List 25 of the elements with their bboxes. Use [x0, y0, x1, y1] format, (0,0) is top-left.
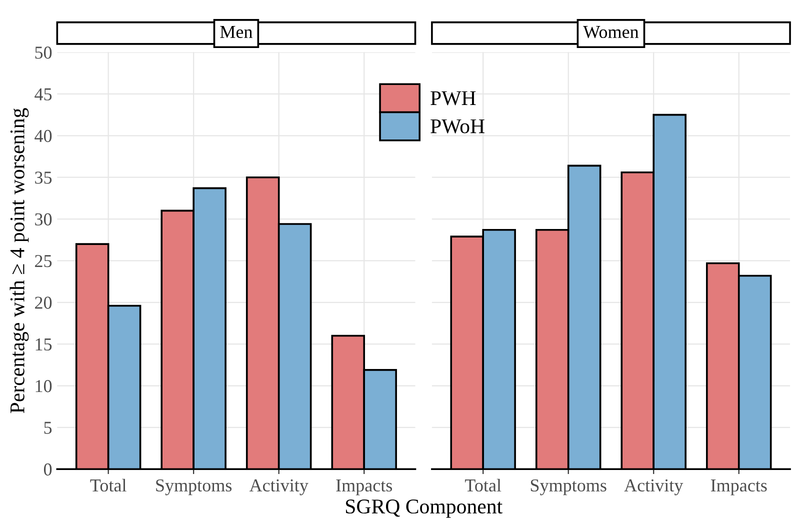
y-tick-label: 50: [35, 46, 52, 59]
x-axis-title: SGRQ Component: [346, 500, 502, 518]
y-tick-label: 30: [35, 213, 52, 226]
x-tick-label: Impacts: [336, 480, 392, 496]
x-tick-label: Activity: [249, 479, 308, 496]
legend-label: PWoH: [430, 119, 484, 134]
x-tick-label: Impacts: [710, 480, 767, 496]
chart-title: Men: [220, 26, 252, 38]
y-tick-label: 5: [44, 422, 52, 434]
x-tick-label: Total: [90, 478, 126, 492]
y-tick-label: 10: [36, 380, 52, 392]
x-tick-label: Activity: [624, 479, 684, 496]
x-tick-label: Symptoms: [156, 479, 232, 496]
x-tick-label: Total: [465, 478, 502, 492]
y-tick-label: 15: [36, 338, 52, 351]
y-tick-label: 40: [34, 130, 52, 142]
y-axis-title: Percentage with ≥ 4 point worsening: [10, 108, 29, 414]
y-tick-label: 20: [35, 296, 52, 309]
y-tick-label: 35: [35, 172, 52, 184]
y-tick-label: 25: [35, 255, 52, 268]
legend-label: PWH: [430, 91, 476, 106]
y-tick-label: 0: [44, 463, 52, 476]
y-tick-label: 45: [34, 88, 52, 100]
x-tick-label: Symptoms: [530, 479, 606, 496]
chart-title: Women: [583, 26, 639, 38]
